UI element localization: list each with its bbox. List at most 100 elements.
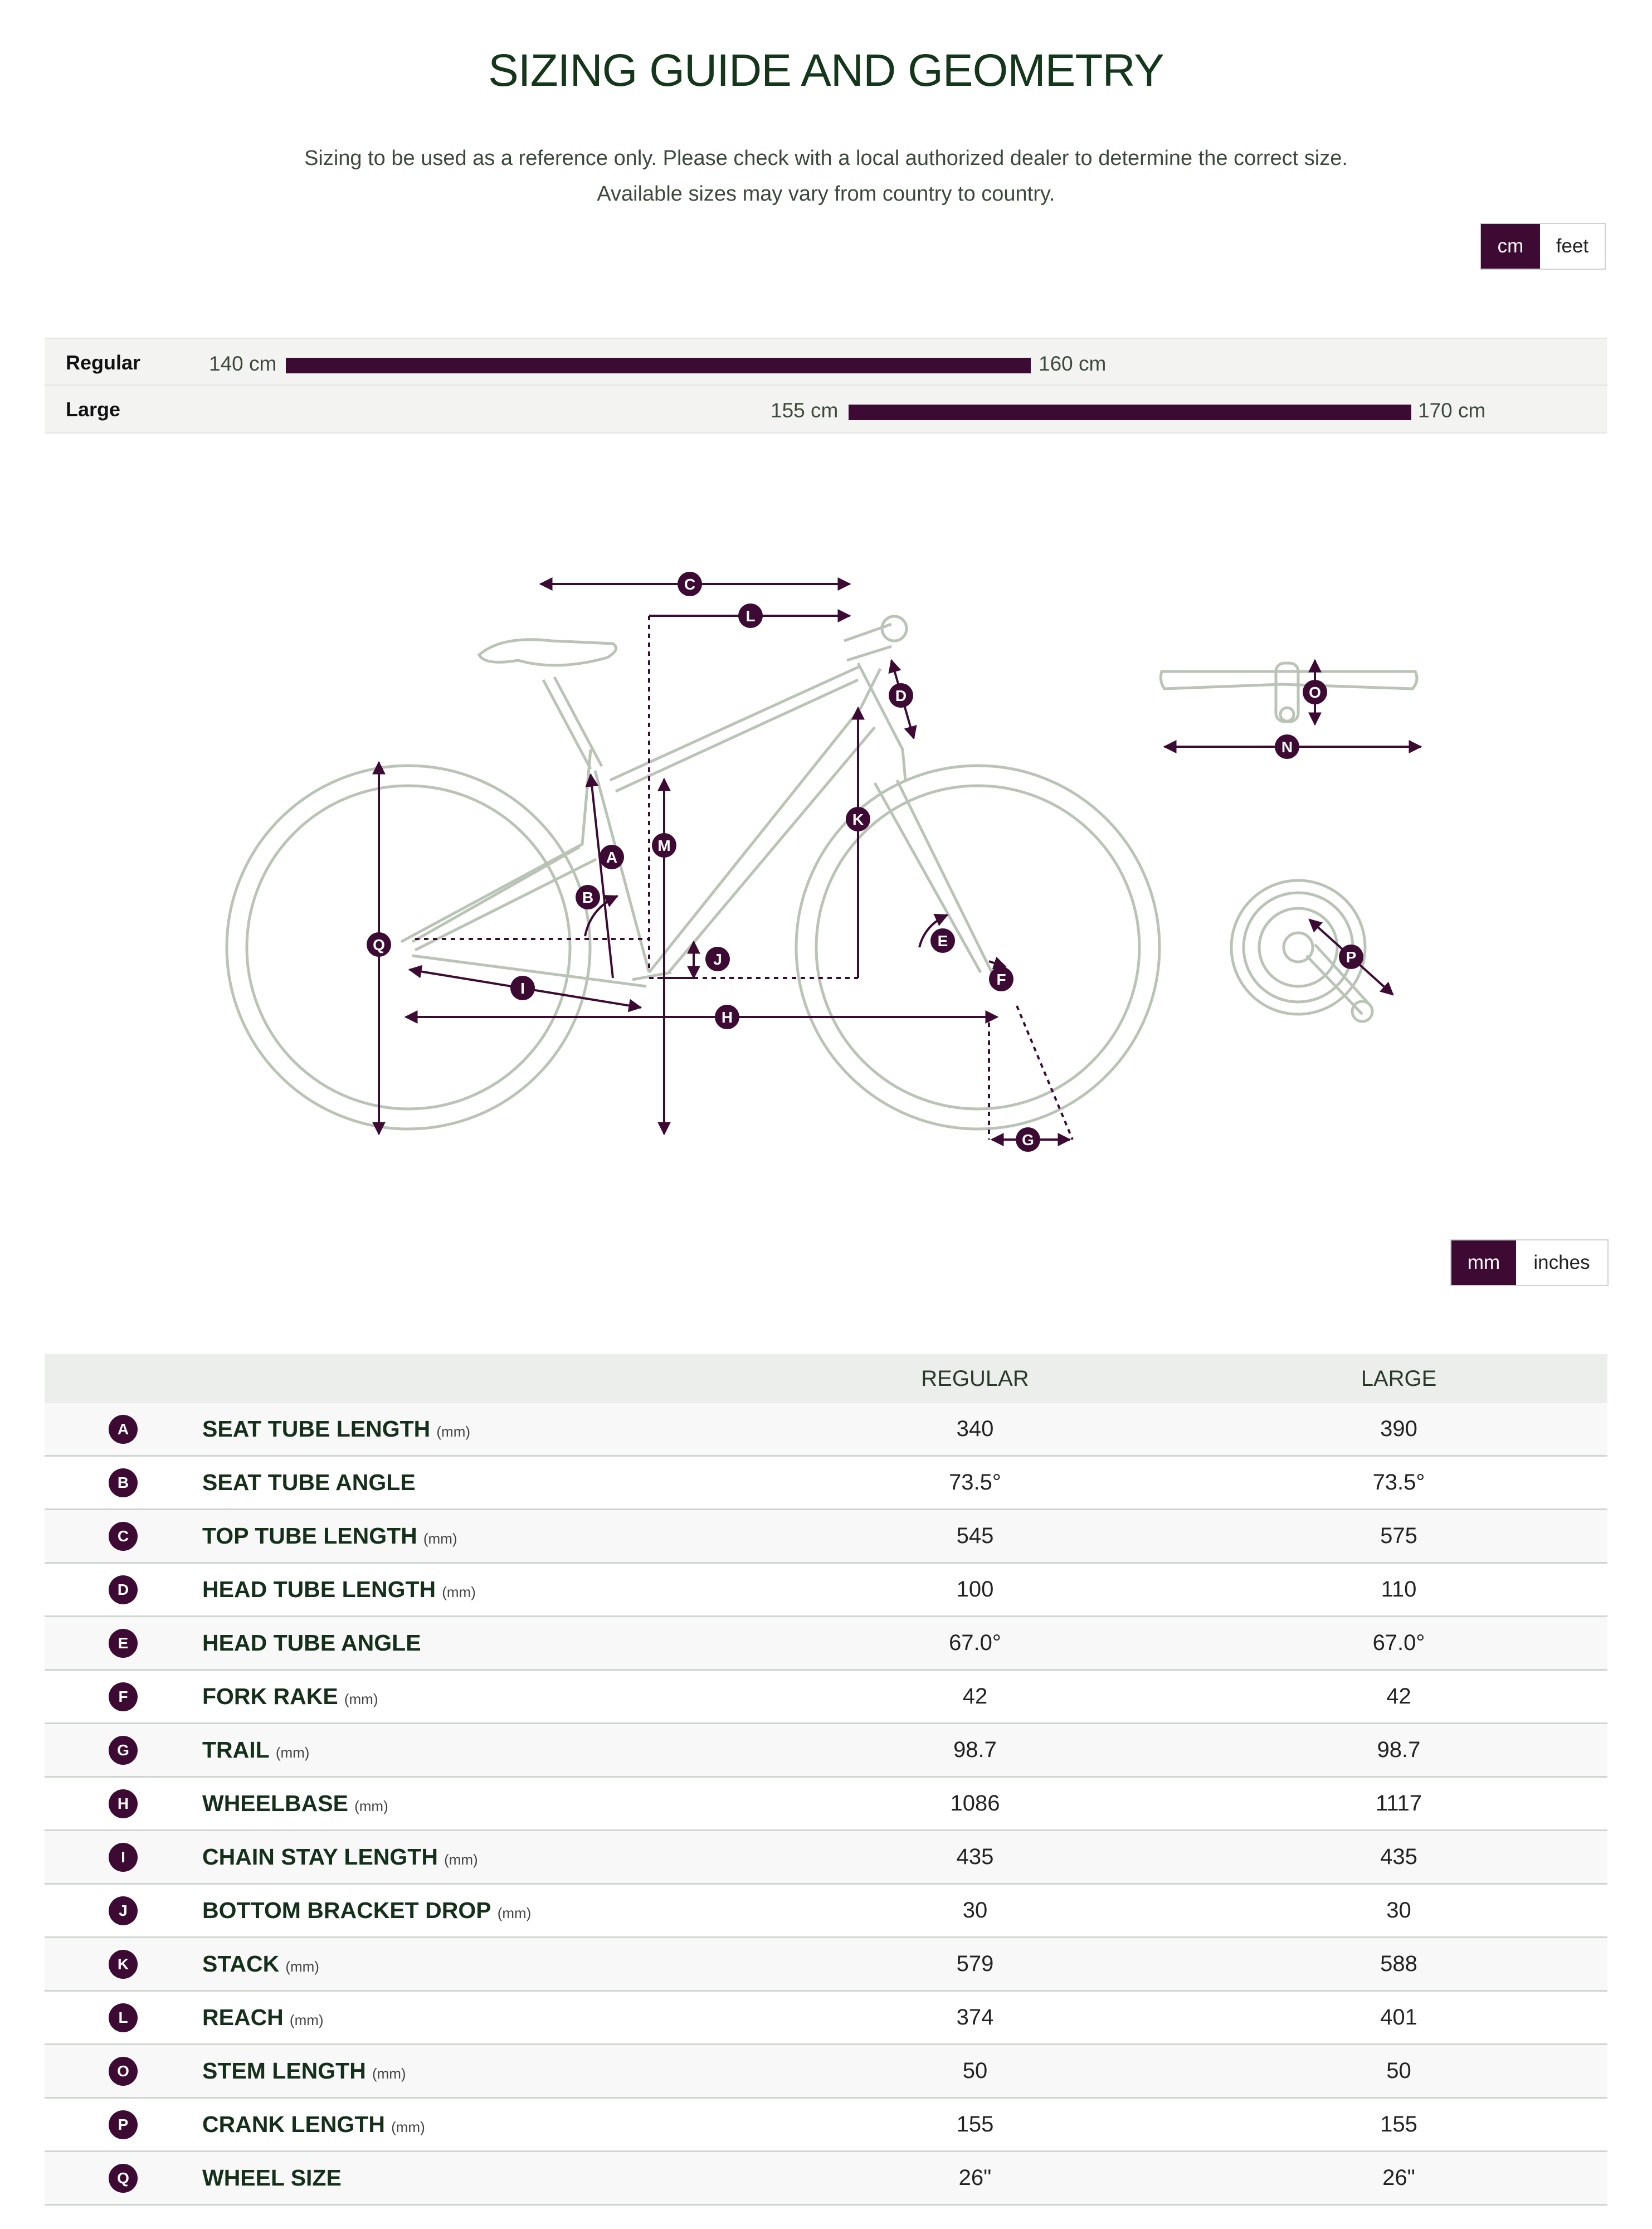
- large-value: 42: [1190, 1670, 1607, 1724]
- diagram-letter-d: D: [889, 683, 913, 708]
- row-label-cell: REACH (mm): [202, 1990, 760, 2045]
- size-range-row-regular: Regular 140 cm 160 cm: [45, 338, 1607, 386]
- large-value: 1117: [1190, 1777, 1607, 1831]
- letter-text: E: [938, 932, 948, 950]
- row-label-cell: CHAIN STAY LENGTH (mm): [202, 1830, 760, 1885]
- measurement-label: HEAD TUBE ANGLE: [202, 1630, 421, 1656]
- large-value: 50: [1190, 2044, 1607, 2099]
- unit-feet-button[interactable]: feet: [1540, 224, 1605, 269]
- measurement-unit: (mm): [372, 2065, 406, 2082]
- regular-value: 340: [760, 1403, 1190, 1457]
- letter-badge: B: [109, 1468, 138, 1497]
- large-value: 401: [1190, 1990, 1607, 2045]
- letter-marker: [930, 928, 955, 953]
- large-value: 30: [1190, 1884, 1607, 1938]
- letter-badge: F: [109, 1682, 138, 1711]
- measurement-label: TOP TUBE LENGTH: [202, 1523, 417, 1549]
- table-header: REGULAR LARGE: [45, 1354, 1607, 1403]
- large-value: 67.0°: [1190, 1616, 1607, 1671]
- letter-marker: [889, 683, 913, 708]
- table-row: L REACH (mm) 374 401: [45, 1990, 1607, 2045]
- table-row: C TOP TUBE LENGTH (mm) 545 575: [45, 1509, 1607, 1564]
- letter-marker: [705, 947, 730, 971]
- row-label-cell: WHEELBASE (mm): [202, 1777, 760, 1831]
- measurement-unit: (mm): [289, 2012, 324, 2028]
- table-row: J BOTTOM BRACKET DROP (mm) 30 30: [45, 1884, 1607, 1938]
- letter-marker: [1275, 734, 1299, 759]
- letter-badge: Q: [109, 2163, 138, 2193]
- letter-text: D: [895, 687, 907, 704]
- letter-text: C: [684, 576, 695, 593]
- letter-marker: [367, 932, 391, 957]
- measurement-unit: (mm): [444, 1851, 478, 1868]
- size-name: Large: [66, 398, 121, 421]
- letter-text: H: [722, 1009, 733, 1026]
- letter-text: I: [520, 980, 525, 997]
- row-letter-cell: F: [45, 1670, 202, 1724]
- letter-marker: [1303, 680, 1327, 704]
- table-row: F FORK RAKE (mm) 42 42: [45, 1670, 1607, 1724]
- size-min: 155 cm: [771, 399, 839, 422]
- diagram-letter-g: G: [1016, 1127, 1040, 1152]
- measurement-label: FORK RAKE: [202, 1683, 338, 1709]
- letter-text: B: [582, 889, 593, 906]
- measurement-label: REACH: [202, 2004, 284, 2030]
- diagram-letter-a: A: [600, 845, 624, 869]
- letter-text: K: [852, 811, 864, 828]
- regular-value: 98.7: [760, 1723, 1190, 1778]
- letter-badge: O: [109, 2056, 138, 2086]
- letter-badge: H: [109, 1789, 138, 1818]
- letter-badge: C: [109, 1521, 138, 1551]
- letter-text: F: [996, 971, 1006, 988]
- table-row: B SEAT TUBE ANGLE 73.5° 73.5°: [45, 1456, 1607, 1510]
- unit-mm-button[interactable]: mm: [1451, 1240, 1516, 1285]
- unit-cm-button[interactable]: cm: [1481, 224, 1540, 269]
- diagram-letter-k: K: [846, 807, 870, 831]
- regular-value: 73.5°: [760, 1456, 1190, 1510]
- table-row: A SEAT TUBE LENGTH (mm) 340 390: [45, 1403, 1607, 1457]
- large-value: 26": [1190, 2151, 1607, 2206]
- regular-value: 30: [760, 1884, 1190, 1938]
- table-row: D HEAD TUBE LENGTH (mm) 100 110: [45, 1563, 1607, 1617]
- letter-badge: E: [109, 1628, 138, 1658]
- letter-text: J: [713, 951, 722, 968]
- measurement-label: SEAT TUBE ANGLE: [202, 1469, 416, 1495]
- row-label-cell: WHEEL SIZE: [202, 2151, 760, 2206]
- regular-value: 67.0°: [760, 1616, 1190, 1671]
- table-row: H WHEELBASE (mm) 1086 1117: [45, 1777, 1607, 1831]
- geometry-table: REGULAR LARGE A SEAT TUBE LENGTH (mm) 340 3…: [45, 1354, 1607, 2206]
- row-label-cell: CRANK LENGTH (mm): [202, 2097, 760, 2152]
- size-range-row-large: Large 155 cm 170 cm: [45, 385, 1607, 434]
- letter-badge: L: [109, 2003, 138, 2032]
- table-row: G TRAIL (mm) 98.7 98.7: [45, 1723, 1607, 1778]
- measurement-label: SEAT TUBE LENGTH: [202, 1416, 431, 1442]
- measurement-unit: (mm): [423, 1530, 457, 1547]
- unit-inches-button[interactable]: inches: [1516, 1240, 1607, 1285]
- size-max: 160 cm: [1039, 352, 1107, 375]
- measurement-label: WHEELBASE: [202, 1790, 348, 1816]
- diagram-letter-m: M: [652, 833, 676, 858]
- diagram-letter-i: I: [510, 976, 535, 1000]
- diagram-letter-q: Q: [367, 932, 391, 957]
- header-blank: [45, 1354, 202, 1403]
- row-label-cell: BOTTOM BRACKET DROP (mm): [202, 1884, 760, 1938]
- measurement-unit: (mm): [285, 1958, 319, 1975]
- row-label-cell: SEAT TUBE LENGTH (mm): [202, 1403, 760, 1457]
- letter-text: A: [606, 849, 617, 866]
- letter-badge: D: [109, 1575, 138, 1604]
- row-label-cell: HEAD TUBE ANGLE: [202, 1616, 760, 1671]
- row-letter-cell: A: [45, 1403, 202, 1457]
- diagram-letter-h: H: [715, 1005, 739, 1029]
- letter-text: G: [1022, 1131, 1034, 1148]
- letter-badge: K: [109, 1949, 138, 1979]
- row-label-cell: SEAT TUBE ANGLE: [202, 1456, 760, 1510]
- large-value: 110: [1190, 1563, 1607, 1617]
- regular-value: 42: [760, 1670, 1190, 1724]
- row-letter-cell: G: [45, 1723, 202, 1778]
- diagram-letter-p: P: [1339, 945, 1363, 969]
- diagram-letter-n: N: [1275, 734, 1299, 759]
- measurement-unit: (mm): [436, 1423, 471, 1440]
- table-row: E HEAD TUBE ANGLE 67.0° 67.0°: [45, 1616, 1607, 1671]
- page-title: SIZING GUIDE AND GEOMETRY: [488, 45, 1164, 96]
- length-unit-toggle: mm inches: [1450, 1239, 1609, 1286]
